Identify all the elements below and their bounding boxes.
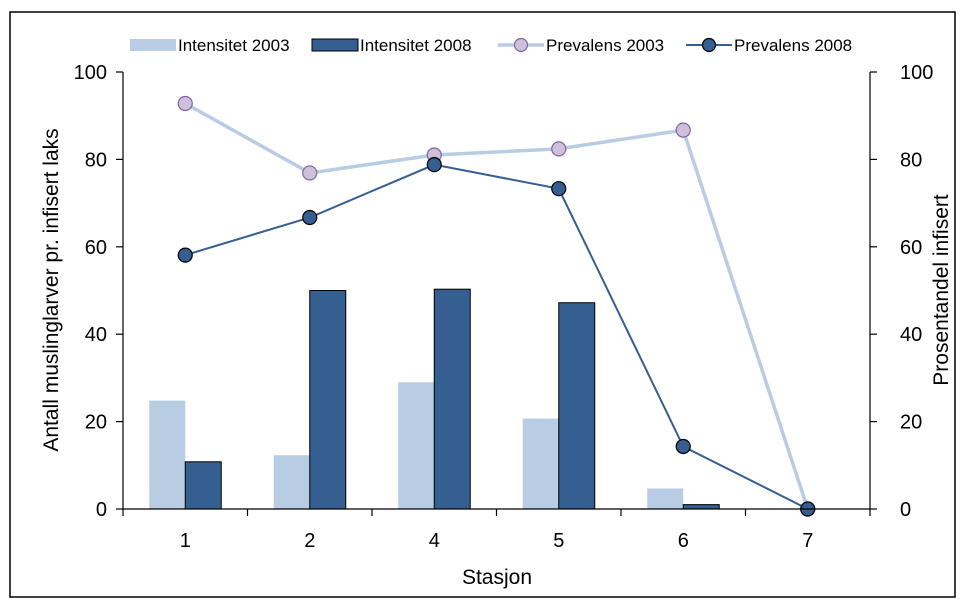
legend: Intensitet 2003 Intensitet 2008 Prevalens … [130,36,852,55]
bar-intensitet-2008-4 [433,288,471,510]
point-prevalens-2008-5 [551,181,567,197]
line-prevalens-2008 [184,163,809,510]
y-tick-label-80: 80 [85,149,107,171]
bar-intensitet-2008-5 [558,302,596,510]
bar-intensitet-2003-2 [273,455,310,509]
legend-swatch-intensitet-2003 [130,39,176,51]
bar-intensitet-2008-2 [309,290,347,510]
y2-tick-label-100: 100 [900,62,933,84]
x-tick-label-1: 1 [180,530,191,552]
y2-tick-label-60: 60 [900,237,922,259]
y2-tick-label-0: 0 [900,499,911,521]
bar-series [149,288,720,510]
bar-intensitet-2003-4 [398,382,435,509]
point-prevalens-2008-4 [426,157,442,173]
point-prevalens-2008-6 [675,438,691,455]
point-prevalens-2008-2 [302,209,318,226]
bar-intensitet-2008-1 [184,461,222,510]
axes: 0 20 40 60 80 100 0 20 40 60 80 100 1 2 4 5 6 7 [74,62,934,552]
legend-label-intensitet-2003: Intensitet 2003 [178,36,290,55]
y-tick-label-20: 20 [85,412,107,434]
y2-tick-label-40: 40 [900,324,922,346]
y2-axis-title: Prosentandel infisert [930,194,953,386]
legend-marker-prevalens-2008 [701,37,717,53]
point-prevalens-2003-6 [675,122,691,138]
x-tick-label-6: 6 [678,530,689,552]
y-axis-title: Antall muslinglarver pr. infisert laks [40,128,63,451]
point-prevalens-2003-2 [302,165,318,181]
bar-intensitet-2003-1 [149,400,186,509]
bar-intensitet-2003-5 [522,418,559,509]
point-prevalens-2003-5 [551,141,567,157]
y-tick-label-100: 100 [74,62,107,84]
y2-tick-label-80: 80 [900,149,922,171]
bar-intensitet-2008-6 [682,504,720,510]
x-tick-label-4: 4 [429,530,440,552]
y-tick-label-60: 60 [85,237,107,259]
y-tick-label-0: 0 [96,499,107,521]
line-prevalens-2003 [184,101,810,510]
bar-intensitet-2003-6 [647,488,684,509]
y-tick-label-40: 40 [85,324,107,346]
x-tick-label-2: 2 [304,530,315,552]
point-prevalens-2003-1 [177,95,193,112]
x-tick-label-5: 5 [553,530,564,552]
legend-marker-prevalens-2003 [513,37,529,53]
x-axis-title: Stasjon [462,566,532,589]
legend-label-prevalens-2003: Prevalens 2003 [546,36,664,55]
point-prevalens-2008-1 [177,247,193,263]
x-tick-label-7: 7 [802,530,813,552]
y2-tick-label-20: 20 [900,412,922,434]
legend-label-intensitet-2008: Intensitet 2008 [360,36,472,55]
legend-swatch-intensitet-2008 [311,38,359,52]
legend-label-prevalens-2008: Prevalens 2008 [734,36,852,55]
